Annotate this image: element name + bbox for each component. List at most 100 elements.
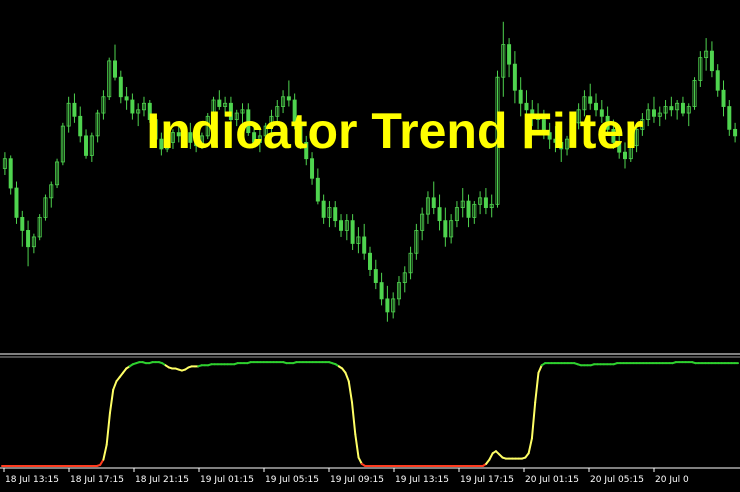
x-tick-label: 20 Jul 05:15 (590, 475, 644, 485)
candle-body (570, 122, 575, 140)
candle-body (733, 128, 738, 137)
candle-body (113, 60, 118, 78)
candle-body (281, 96, 286, 107)
candle-body (234, 112, 239, 120)
x-tick-label: 18 Jul 21:15 (135, 475, 189, 485)
candle-body (402, 272, 407, 283)
candle-body (228, 102, 233, 120)
candle-body (565, 138, 570, 150)
candle-body (414, 230, 419, 254)
candle-body (89, 135, 94, 156)
candle-body (20, 216, 25, 231)
candle-body (675, 102, 680, 111)
candle-body (594, 102, 599, 111)
candle-body (292, 99, 297, 124)
candle-body (518, 89, 523, 104)
filter-line-segment (537, 364, 543, 374)
candle-body (373, 269, 378, 283)
candle-body (165, 141, 170, 150)
candle-body (205, 115, 210, 137)
candle-body (431, 197, 436, 209)
candle-body (576, 109, 581, 124)
candle-body (437, 207, 442, 222)
candle-body (709, 50, 714, 72)
candle-body (530, 109, 535, 117)
candle-body (78, 115, 83, 137)
candle-body (425, 197, 430, 215)
filter-line-segment (357, 456, 363, 465)
candle-body (252, 132, 257, 143)
candle-body (339, 220, 344, 231)
candle-body (310, 158, 315, 179)
candle-body (478, 197, 483, 205)
candle-body (634, 128, 639, 147)
candle-body (368, 252, 372, 270)
filter-line-segment (534, 371, 540, 404)
x-tick-label: 19 Jul 13:15 (395, 475, 449, 485)
candle-body (663, 106, 668, 114)
candle-body (49, 184, 54, 199)
filter-line-segment (112, 380, 118, 391)
candle-body (449, 220, 454, 238)
candle-body (37, 216, 42, 238)
candle-body (60, 125, 65, 163)
candle-body (147, 102, 152, 120)
filter-line-segment (488, 452, 494, 461)
candle-body (536, 115, 541, 120)
filter-line-segment (105, 412, 111, 446)
candle-body (257, 135, 262, 143)
x-tick-label: 19 Jul 05:15 (265, 475, 319, 485)
candle-body (489, 203, 494, 208)
x-tick-label: 19 Jul 17:15 (460, 475, 514, 485)
filter-line-segment (527, 437, 533, 455)
candle-body (8, 158, 13, 189)
candle-body (55, 161, 60, 186)
x-tick-label: 20 Jul 01:15 (525, 475, 579, 485)
candle-body (304, 141, 309, 160)
filter-line-segment (102, 443, 108, 461)
candle-body (721, 89, 726, 107)
candle-body (194, 141, 199, 147)
x-tick-label: 20 Jul 0 (655, 475, 689, 485)
candle-body (692, 80, 697, 107)
candle-body (628, 145, 633, 160)
candle-body (460, 200, 465, 209)
candle-body (727, 106, 732, 130)
candle-body (640, 119, 645, 130)
candle-body (599, 109, 604, 117)
candle-body (698, 57, 703, 81)
candle-body (605, 115, 610, 130)
candle-body (66, 102, 71, 127)
x-tick-label: 18 Jul 13:15 (5, 475, 59, 485)
candle-body (2, 158, 7, 169)
candle-body (176, 132, 181, 137)
filter-line-segment (354, 433, 360, 459)
filter-line-segment (344, 371, 350, 383)
candle-body (240, 109, 245, 114)
filter-line-segment (530, 401, 537, 440)
candle-body (559, 141, 564, 150)
candle-body (396, 282, 401, 300)
candle-body (84, 135, 89, 156)
candle-body (286, 96, 291, 101)
x-tick-label: 18 Jul 17:15 (70, 475, 124, 485)
candle-body (588, 96, 593, 104)
candle-body (101, 96, 106, 114)
filter-line-segment (99, 458, 105, 466)
candle-body (344, 220, 349, 231)
candle-body (275, 106, 280, 117)
candle-body (118, 76, 123, 98)
filter-line-segment (347, 380, 354, 404)
candle-body (95, 112, 100, 137)
candle-body (356, 236, 361, 244)
candle-body (182, 132, 187, 137)
candle-body (507, 44, 512, 65)
candle-body (31, 236, 36, 248)
candle-body (553, 138, 558, 143)
filter-line-segment (351, 401, 357, 436)
filter-line-segment (108, 388, 115, 414)
candle-body (622, 151, 627, 160)
filter-panel (1, 361, 739, 467)
candle-body (199, 135, 204, 147)
